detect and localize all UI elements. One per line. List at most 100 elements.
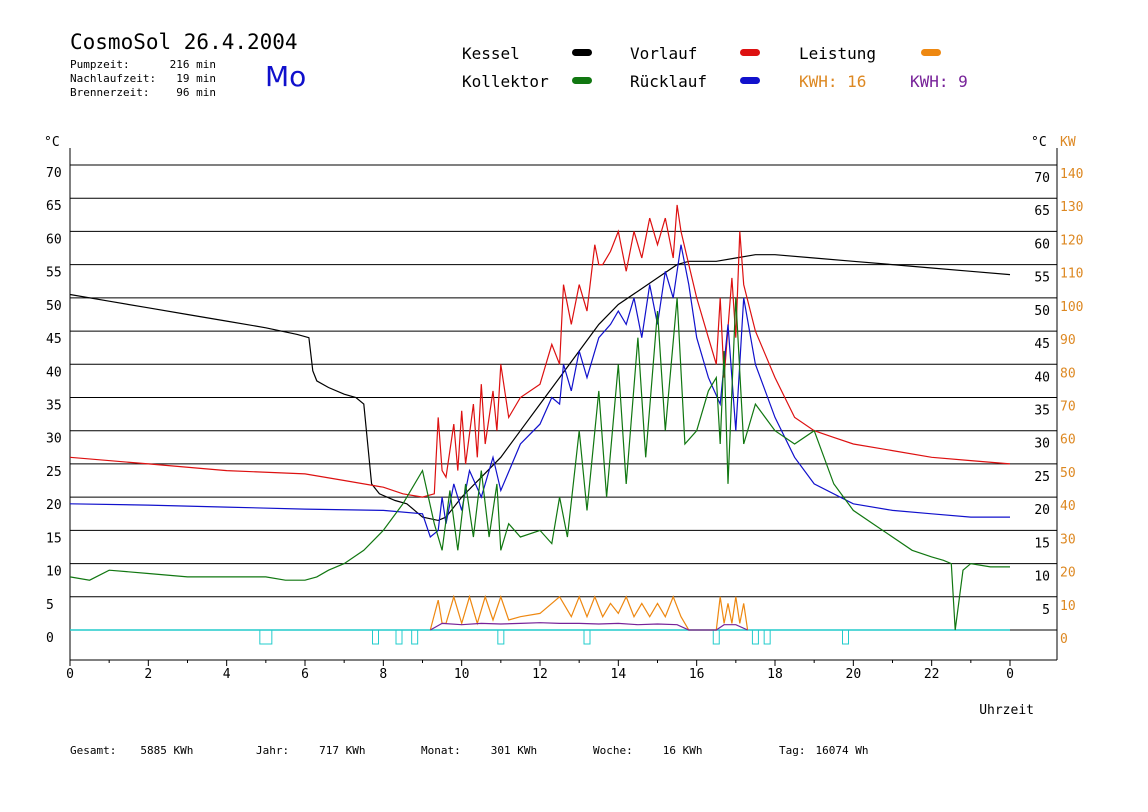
legend-label-kollektor: Kollektor	[462, 72, 549, 91]
y-tick-label-kw: 30	[1060, 532, 1076, 547]
info-nachlaufzeit: Nachlaufzeit: 19 min	[70, 72, 216, 85]
y-tick-label-right: 35	[1034, 404, 1050, 419]
legend-swatch-kollektor	[572, 77, 592, 84]
weekday-label: Mo	[265, 60, 307, 93]
series-line-kollektor	[69, 297, 1010, 631]
kwh-leistung-2: KWH: 9	[910, 72, 968, 91]
series-line-kessel	[69, 254, 1011, 522]
burner-marker	[751, 629, 759, 645]
x-tick-label: 8	[379, 667, 387, 682]
y-tick-label-left: 50	[46, 299, 62, 314]
y-tick-label-left: 65	[46, 199, 62, 214]
y-tick-label-right: 20	[1034, 503, 1050, 518]
x-tick-label: 4	[223, 667, 231, 682]
y-tick-label-right: 30	[1034, 437, 1050, 452]
y-tick-label-left: 40	[46, 365, 62, 380]
y-axis-left-unit: °C	[44, 135, 60, 150]
y-tick-label-kw: 80	[1060, 366, 1076, 381]
y-tick-label-left: 0	[46, 631, 54, 646]
y-tick-label-kw: 70	[1060, 400, 1076, 415]
y-tick-label-left: 45	[46, 332, 62, 347]
series-line-vorlauf	[69, 204, 1011, 498]
y-axis-right-unit: °C	[1031, 135, 1047, 150]
y-tick-label-right: 25	[1034, 470, 1050, 485]
x-tick-label: 14	[611, 667, 627, 682]
series-line-leistung	[429, 594, 749, 631]
info-pumpzeit: Pumpzeit: 216 min	[70, 58, 216, 71]
y-tick-label-right: 65	[1034, 204, 1050, 219]
y-tick-label-kw: 130	[1060, 200, 1083, 215]
burner-marker	[763, 629, 771, 645]
y-tick-label-right: 50	[1034, 304, 1050, 319]
x-tick-label: 18	[767, 667, 783, 682]
y-tick-label-kw: 10	[1060, 599, 1076, 614]
y-tick-label-right: 40	[1034, 370, 1050, 385]
footer-tag: Tag: 16074 Wh	[779, 744, 869, 757]
y-tick-label-kw: 0	[1060, 632, 1068, 647]
x-tick-label: 6	[301, 667, 309, 682]
series-line-rücklauf	[69, 244, 1010, 539]
kwh-leistung-1: KWH: 16	[799, 72, 867, 91]
burner-marker	[583, 629, 591, 645]
legend-label-vorlauf: Vorlauf	[630, 44, 698, 63]
legend-label-kessel: Kessel	[462, 44, 520, 63]
burner-marker	[411, 629, 419, 645]
info-brennerzeit: Brennerzeit: 96 min	[70, 86, 216, 99]
burner-marker	[372, 629, 379, 645]
y-tick-label-left: 30	[46, 432, 62, 447]
chart-title: CosmoSol 26.4.2004	[70, 30, 298, 54]
legend-swatch-vorlauf	[740, 49, 760, 56]
legend-swatch-leistung	[921, 49, 941, 56]
x-tick-label: 2	[144, 667, 152, 682]
x-tick-label: 20	[846, 667, 862, 682]
x-axis-label: Uhrzeit	[979, 703, 1034, 718]
y-tick-label-right: 70	[1034, 171, 1050, 186]
legend-label-leistung: Leistung	[799, 44, 877, 63]
burner-marker	[497, 629, 505, 645]
y-tick-label-right: 55	[1034, 271, 1050, 286]
footer-jahr: Jahr: 717 KWh	[256, 744, 366, 757]
y-tick-label-kw: 110	[1060, 267, 1083, 282]
y-tick-label-left: 35	[46, 399, 62, 414]
y-tick-label-right: 10	[1034, 570, 1050, 585]
y-tick-label-kw: 60	[1060, 433, 1076, 448]
x-tick-label: 0	[1006, 667, 1014, 682]
y-tick-label-right: 45	[1034, 337, 1050, 352]
legend-label-ruecklauf: Rücklauf	[630, 72, 708, 91]
y-tick-label-left: 60	[46, 232, 62, 247]
burner-marker	[842, 629, 849, 645]
footer-woche: Woche: 16 KWh	[593, 744, 703, 757]
y-tick-label-left: 70	[46, 166, 62, 181]
y-tick-label-left: 15	[46, 531, 62, 546]
x-tick-label: 0	[66, 667, 74, 682]
y-tick-label-kw: 90	[1060, 333, 1076, 348]
y-tick-label-right: 60	[1034, 237, 1050, 252]
y-tick-label-right: 15	[1034, 536, 1050, 551]
footer-monat: Monat: 301 KWh	[421, 744, 538, 757]
y-tick-label-right: 5	[1042, 603, 1050, 618]
y-tick-label-kw: 140	[1060, 167, 1083, 182]
y-tick-label-kw: 20	[1060, 566, 1076, 581]
x-tick-label: 16	[689, 667, 705, 682]
y-tick-label-kw: 120	[1060, 233, 1083, 248]
legend-swatch-kessel	[572, 49, 592, 56]
y-tick-label-left: 55	[46, 266, 62, 281]
burner-marker	[259, 629, 273, 645]
y-tick-label-kw: 50	[1060, 466, 1076, 481]
y-tick-label-left: 5	[46, 598, 54, 613]
footer-gesamt: Gesamt: 5885 KWh	[70, 744, 194, 757]
legend-swatch-ruecklauf	[740, 77, 760, 84]
y-tick-label-kw: 40	[1060, 499, 1076, 514]
y-tick-label-left: 25	[46, 465, 62, 480]
x-tick-label: 12	[532, 667, 548, 682]
y-axis-right-kw-unit: KW	[1060, 135, 1076, 150]
y-tick-label-left: 20	[46, 498, 62, 513]
x-tick-label: 22	[924, 667, 940, 682]
y-tick-label-left: 10	[46, 565, 62, 580]
burner-marker	[712, 629, 720, 645]
x-tick-label: 10	[454, 667, 470, 682]
series-line-leistung2	[430, 622, 748, 631]
y-tick-label-kw: 100	[1060, 300, 1083, 315]
burner-marker	[395, 629, 403, 645]
